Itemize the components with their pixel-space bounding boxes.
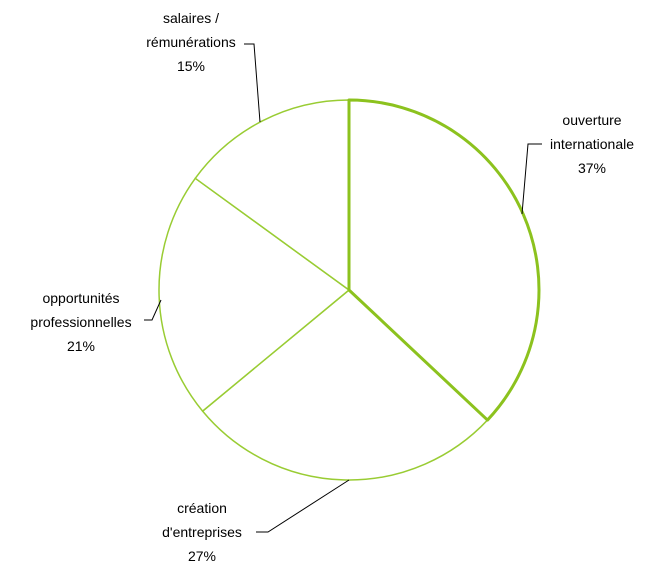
slice-label-salaires-remunerations: salaires / rémunérations 15%: [146, 10, 236, 74]
leader-line-salaires-remunerations: [244, 43, 261, 123]
leader-line-creation-entreprises: [256, 479, 350, 533]
slice-label-ouverture-internationale: ouverture internationale 37%: [549, 112, 635, 176]
leader-line-ouverture-internationale: [521, 143, 542, 215]
slice-label-creation-entreprises: création d'entreprises 27%: [162, 500, 242, 564]
slice-label-opportunites-professionnelles: opportunités professionnelles 21%: [30, 290, 132, 354]
leader-lines: [144, 43, 542, 533]
pie-slice-opportunites-professionnelles: [158, 177, 350, 412]
pie-slice-salaires-remunerations: [194, 99, 350, 291]
leader-line-opportunites-professionnelles: [144, 299, 162, 321]
pie-slice-ouverture-internationale: [347, 98, 541, 422]
pie-slices: [158, 98, 541, 481]
pie-slice-creation-entreprises: [201, 289, 489, 481]
